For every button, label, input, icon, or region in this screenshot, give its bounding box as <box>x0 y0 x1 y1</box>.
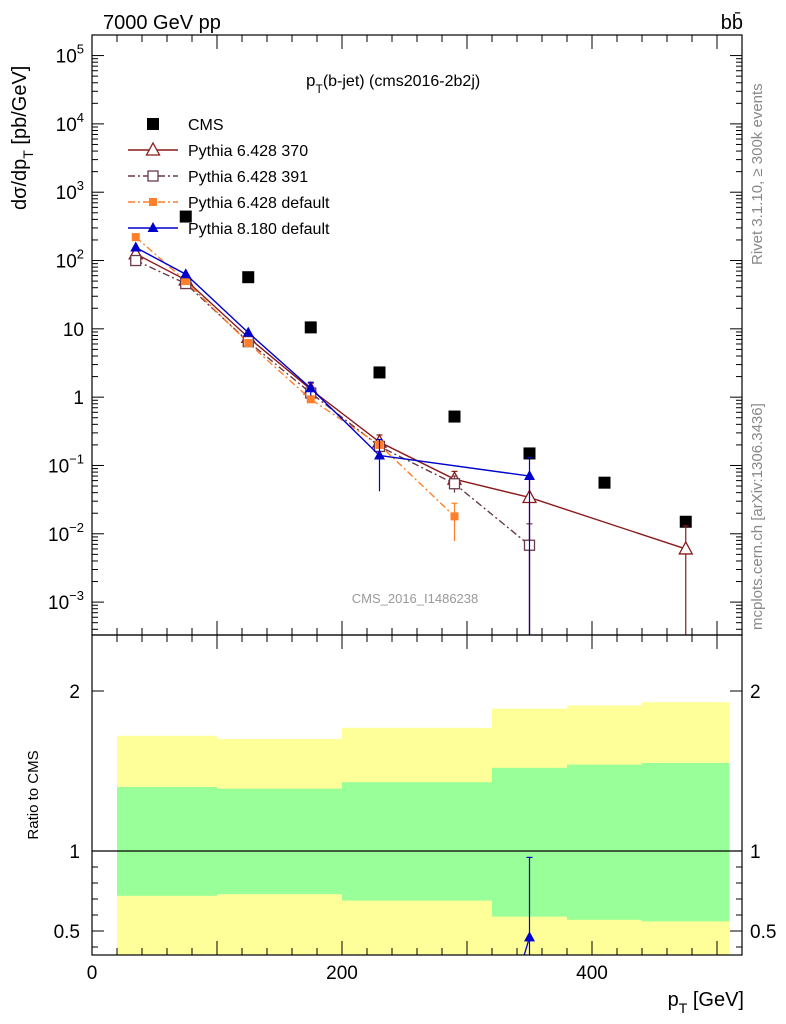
legend-label-1: Pythia 6.428 370 <box>188 143 308 160</box>
series-2 <box>130 254 536 635</box>
legend-entry-2: Pythia 6.428 391 <box>128 169 308 186</box>
point-0-1 <box>242 271 255 284</box>
point-0-5 <box>523 447 536 460</box>
xtick-label-1: 200 <box>326 963 358 984</box>
point-4-3 <box>305 382 317 393</box>
xtick-label-0: 0 <box>87 963 98 984</box>
point-2-0 <box>130 254 142 267</box>
ytick-label-2: 10−1 <box>48 451 84 477</box>
ratio-ytick-label-left-2: 2 <box>69 682 80 703</box>
plot-title: pT(b-jet) (cms2016-2b2j) <box>306 71 480 96</box>
series-line-3 <box>135 236 455 517</box>
legend-label-4: Pythia 8.180 default <box>188 221 330 238</box>
legend-marker-3 <box>149 198 157 206</box>
ytick-label-8: 105 <box>56 42 84 68</box>
point-3-1 <box>181 277 190 286</box>
y-axis-label: dσ/dpT [pb/GeV] <box>9 66 36 210</box>
ratio-band-green-5 <box>642 763 730 922</box>
ratio-band-green-4 <box>567 764 642 920</box>
point-3-5 <box>450 512 459 521</box>
analysis-watermark: CMS_2016_I1486238 <box>352 591 479 606</box>
point-4-5 <box>524 470 535 481</box>
process-label: bb̄ <box>721 11 743 34</box>
ratio-line-segment <box>523 937 531 955</box>
ratio-point-0 <box>524 931 535 942</box>
lower-plot-content <box>92 702 742 955</box>
mcplots-label: mcplots.cern.ch [arXiv:1306.3436] <box>749 403 766 630</box>
ytick-label-1: 10−2 <box>48 520 84 546</box>
point-4-2 <box>242 326 254 337</box>
ratio-band-green-1 <box>217 788 342 895</box>
series-1 <box>128 245 694 635</box>
point-4-4 <box>374 449 385 460</box>
point-3-3 <box>306 395 315 404</box>
legend-label-3: Pythia 6.428 default <box>188 195 330 212</box>
ytick-label-7: 104 <box>56 110 84 136</box>
point-2-5 <box>448 478 461 490</box>
point-0-0 <box>179 210 192 223</box>
legend-entry-3: Pythia 6.428 default <box>128 195 330 212</box>
ytick-label-6: 103 <box>56 178 84 204</box>
ratio-ytick-label-right-1: 1 <box>750 842 761 863</box>
series-0 <box>179 210 692 528</box>
legend-marker-2 <box>147 170 159 182</box>
ratio-axis-label: Ratio to CMS <box>25 750 42 839</box>
point-0-2 <box>304 321 317 334</box>
axes-ticks: 10−3 10−2 10−1 1 10 102 103 104 105 0 200 400 0.5 0.5… <box>48 34 776 984</box>
point-4-0 <box>130 241 142 252</box>
point-3-0 <box>131 233 140 242</box>
legend-entry-1: Pythia 6.428 370 <box>128 141 308 160</box>
series-4 <box>130 241 535 635</box>
xtick-label-2: 400 <box>576 963 608 984</box>
upper-plot-content <box>128 210 694 635</box>
x-axis-label: pT [GeV] <box>668 989 744 1016</box>
legend-marker-4 <box>147 222 159 232</box>
point-0-4 <box>448 410 461 423</box>
energy-label: 7000 GeV pp <box>103 12 221 34</box>
legend-entry-4: Pythia 8.180 default <box>128 221 330 238</box>
series-line-2 <box>135 259 530 546</box>
point-1-7 <box>678 540 694 555</box>
legend-entry-0: CMS <box>147 117 224 134</box>
ratio-ytick-label-right-0: 0.5 <box>750 922 776 943</box>
ytick-label-0: 10−3 <box>48 588 84 614</box>
legend-marker-1 <box>145 141 161 156</box>
series-line-1 <box>135 253 686 550</box>
ratio-ytick-label-left-1: 1 <box>69 842 80 863</box>
series-line-4 <box>135 246 530 477</box>
point-0-6 <box>598 476 611 489</box>
point-0-7 <box>679 515 692 528</box>
ytick-label-4: 10 <box>63 320 84 341</box>
ratio-ytick-label-left-0: 0.5 <box>54 922 80 943</box>
ytick-label-5: 102 <box>56 247 84 273</box>
legend-label-2: Pythia 6.428 391 <box>188 169 308 186</box>
point-0-3 <box>373 366 386 379</box>
ytick-label-3: 1 <box>73 388 84 409</box>
rivet-label: Rivet 3.1.10, ≥ 300k events <box>749 83 766 265</box>
legend-label-0: CMS <box>188 117 224 134</box>
point-4-1 <box>180 268 192 279</box>
ratio-band-green-2 <box>342 782 492 901</box>
legend-marker-0 <box>147 118 159 130</box>
ratio-ytick-label-right-2: 2 <box>750 682 761 703</box>
legend: CMS Pythia 6.428 370 Pythia 6.428 391 Pythi… <box>128 117 330 238</box>
ratio-band-green-0 <box>117 787 217 896</box>
point-3-2 <box>244 339 253 348</box>
